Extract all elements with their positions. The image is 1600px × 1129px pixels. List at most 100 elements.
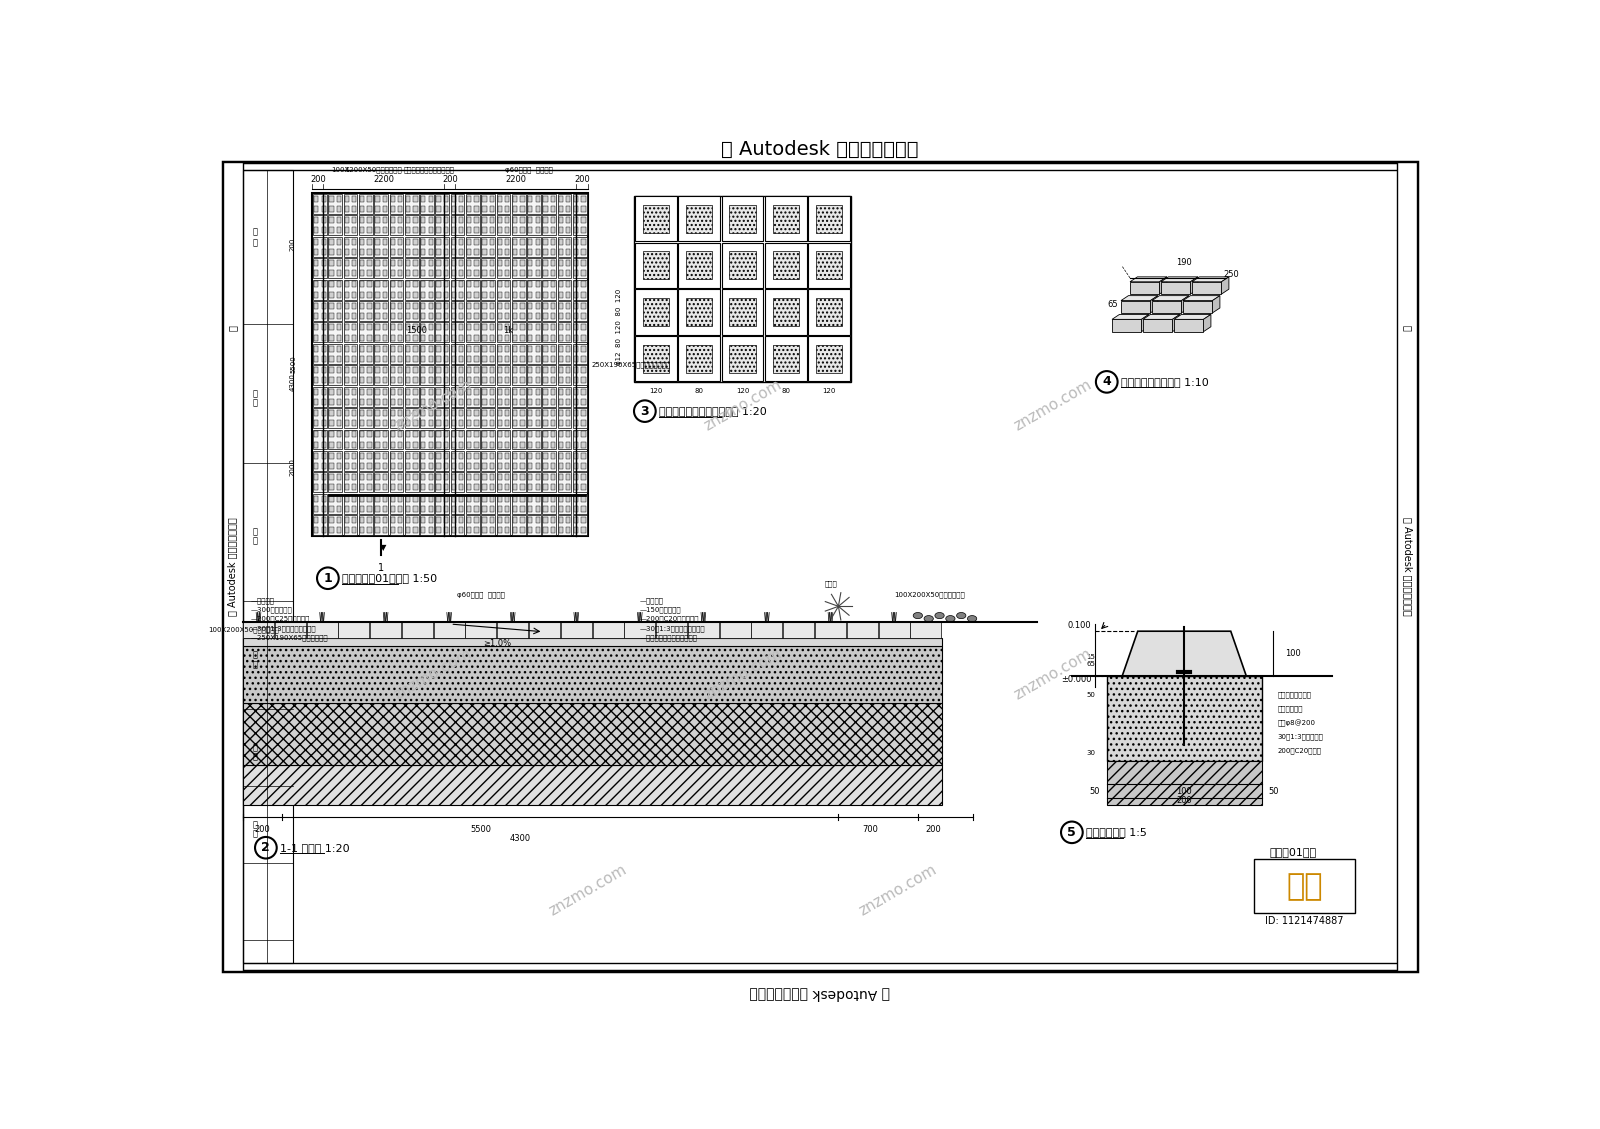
- Bar: [443, 238, 448, 245]
- Bar: [376, 334, 379, 341]
- Bar: [573, 366, 587, 385]
- Bar: [330, 527, 334, 533]
- Bar: [344, 484, 349, 490]
- Text: —成品嵌草砖，专业厂家安装: —成品嵌草砖，专业厂家安装: [640, 634, 698, 641]
- Bar: [566, 334, 570, 341]
- Bar: [451, 387, 464, 406]
- Bar: [398, 410, 402, 415]
- Bar: [314, 237, 326, 256]
- Bar: [730, 204, 755, 233]
- Bar: [344, 431, 349, 437]
- Bar: [514, 281, 517, 288]
- Bar: [467, 367, 472, 373]
- Bar: [322, 217, 326, 224]
- Bar: [314, 216, 326, 235]
- Bar: [451, 377, 456, 384]
- Bar: [773, 204, 798, 233]
- Bar: [421, 493, 434, 514]
- Bar: [451, 216, 464, 235]
- Bar: [443, 463, 448, 469]
- Bar: [390, 228, 395, 234]
- Bar: [382, 303, 387, 309]
- Bar: [466, 194, 480, 213]
- Bar: [566, 303, 570, 309]
- Bar: [498, 291, 502, 298]
- Bar: [437, 195, 440, 202]
- Bar: [574, 291, 578, 298]
- Bar: [360, 388, 365, 394]
- Bar: [536, 291, 539, 298]
- Bar: [520, 527, 525, 533]
- Bar: [459, 506, 464, 511]
- Bar: [338, 399, 341, 405]
- Bar: [574, 517, 578, 523]
- Bar: [421, 301, 434, 321]
- Bar: [536, 420, 539, 427]
- Bar: [474, 527, 478, 533]
- Bar: [374, 387, 389, 406]
- Polygon shape: [1152, 300, 1181, 313]
- Bar: [512, 344, 525, 364]
- Bar: [574, 345, 578, 352]
- Text: 5: 5: [1067, 825, 1077, 839]
- Bar: [459, 313, 464, 320]
- Bar: [466, 387, 480, 406]
- Bar: [413, 431, 418, 437]
- Bar: [467, 399, 472, 405]
- Bar: [421, 237, 434, 256]
- Bar: [498, 324, 502, 331]
- Bar: [514, 453, 517, 458]
- Bar: [459, 527, 464, 533]
- Bar: [358, 387, 373, 406]
- Bar: [413, 238, 418, 245]
- Bar: [498, 474, 502, 480]
- Bar: [544, 496, 547, 501]
- Bar: [730, 252, 755, 279]
- Bar: [514, 270, 517, 277]
- Bar: [536, 474, 539, 480]
- Bar: [443, 453, 448, 458]
- Bar: [544, 228, 547, 234]
- Bar: [443, 441, 448, 447]
- Bar: [421, 474, 426, 480]
- Bar: [413, 334, 418, 341]
- Text: 1500: 1500: [406, 326, 427, 335]
- Bar: [390, 217, 395, 224]
- Bar: [421, 228, 426, 234]
- Bar: [435, 237, 450, 256]
- Bar: [581, 388, 586, 394]
- Bar: [314, 367, 318, 373]
- Bar: [421, 387, 434, 406]
- Bar: [566, 260, 570, 266]
- Bar: [330, 431, 334, 437]
- Bar: [490, 441, 494, 447]
- Bar: [368, 377, 371, 384]
- Bar: [368, 345, 371, 352]
- Bar: [421, 441, 426, 447]
- Bar: [451, 323, 464, 342]
- Bar: [550, 313, 555, 320]
- Bar: [376, 410, 379, 415]
- Bar: [421, 334, 426, 341]
- Bar: [550, 441, 555, 447]
- Bar: [550, 453, 555, 458]
- Bar: [405, 472, 419, 492]
- Bar: [389, 366, 403, 385]
- Bar: [581, 441, 586, 447]
- Bar: [566, 517, 570, 523]
- Bar: [490, 356, 494, 362]
- Bar: [398, 248, 402, 255]
- Bar: [573, 323, 587, 342]
- Bar: [550, 527, 555, 533]
- Bar: [482, 207, 486, 212]
- Bar: [765, 336, 806, 382]
- Bar: [498, 228, 502, 234]
- Bar: [352, 474, 357, 480]
- Bar: [688, 622, 718, 638]
- Bar: [406, 334, 410, 341]
- Bar: [512, 194, 525, 213]
- Bar: [467, 527, 472, 533]
- Bar: [482, 472, 494, 492]
- Bar: [338, 356, 341, 362]
- Bar: [544, 527, 547, 533]
